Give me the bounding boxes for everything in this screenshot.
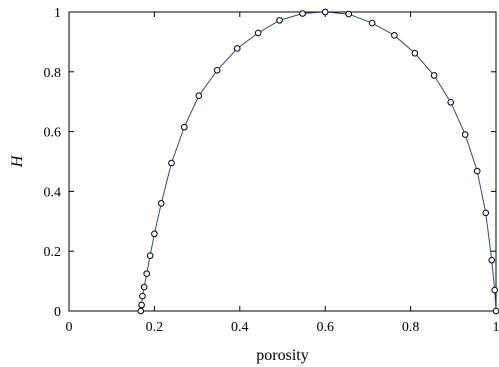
data-point [461, 131, 469, 138]
x-tick-label: 0.8 [402, 320, 420, 335]
data-point [146, 252, 154, 259]
plot-border [68, 11, 497, 312]
data-point [491, 286, 499, 294]
data-point [140, 283, 148, 291]
x-tick-label: 1 [493, 320, 499, 335]
data-point [213, 67, 221, 74]
x-axis-label: porosity [256, 347, 308, 364]
data-point [368, 19, 376, 27]
data-point [473, 167, 481, 175]
data-point [391, 32, 398, 39]
data-point [195, 92, 203, 100]
x-tick-label: 0 [66, 320, 73, 335]
series-line [140, 11, 497, 312]
axis-ticks [68, 11, 497, 312]
x-tick-label: 0.2 [146, 320, 164, 335]
data-point [447, 98, 455, 106]
data-point [488, 256, 496, 264]
y-tick-label: 0.4 [44, 185, 62, 200]
data-point [143, 270, 151, 277]
data-point [299, 10, 306, 17]
data-point [233, 45, 241, 52]
y-tick-label: 0 [54, 305, 61, 320]
data-point [276, 17, 283, 24]
data-point [138, 301, 145, 309]
data-point [139, 292, 146, 300]
series-group [137, 8, 499, 315]
y-tick-label: 1 [54, 6, 61, 21]
y-tick-label: 0.2 [44, 245, 62, 260]
x-tick-label: 0.6 [316, 320, 334, 335]
x-tick-label: 0.4 [231, 320, 249, 335]
y-tick-label: 0.8 [44, 66, 62, 81]
data-point [492, 307, 499, 315]
y-tick-label: 0.6 [44, 126, 62, 141]
data-point [345, 10, 352, 18]
y-axis-label: H [9, 154, 26, 168]
tick-labels: 0 0.2 0.4 0.6 0.8 1 0 0.2 0.4 0.6 0.8 1 [44, 6, 499, 335]
data-point [180, 123, 188, 131]
data-point [430, 72, 438, 79]
data-point [168, 159, 175, 167]
data-point [254, 29, 262, 37]
plot-frame [68, 11, 497, 312]
data-point [137, 307, 145, 315]
data-point [157, 200, 165, 207]
data-point [321, 8, 329, 16]
data-point [482, 209, 490, 217]
data-point [411, 49, 419, 57]
data-point [151, 230, 158, 238]
